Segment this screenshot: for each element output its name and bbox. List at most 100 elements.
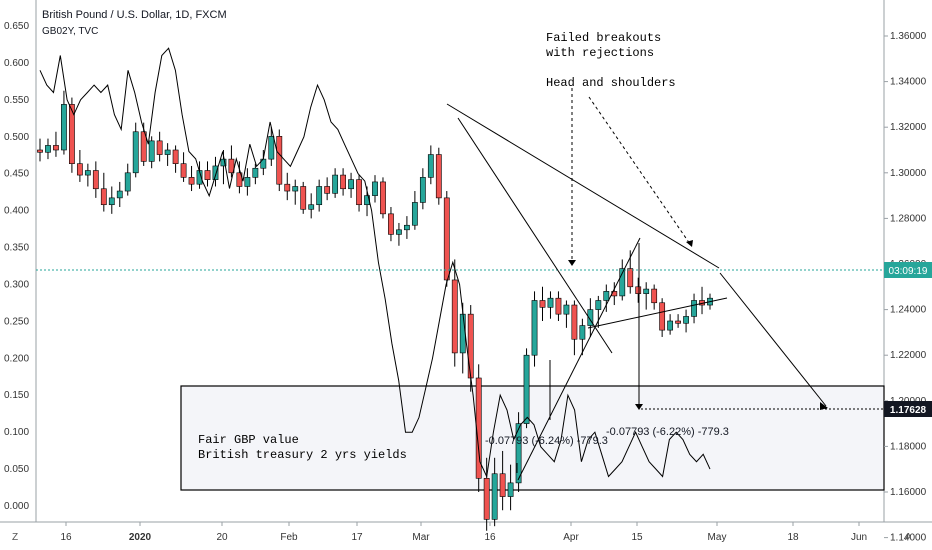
right-axis-tick-label: 1.16000 [890, 487, 927, 498]
candle-body [539, 300, 546, 308]
projection-line [719, 272, 827, 407]
top-note-line-2: with rejections [546, 46, 654, 60]
candle-body [404, 224, 410, 231]
candle-body [388, 213, 394, 235]
x-axis-tick-label: Feb [280, 532, 298, 543]
right-axis-auto-button[interactable]: A [905, 532, 912, 543]
x-axis-tick-label: 17 [351, 532, 363, 543]
candle-body [411, 202, 418, 226]
target-price-badge [884, 401, 932, 417]
x-axis-tick-label: Apr [563, 532, 579, 543]
trendline-descending-long [446, 103, 720, 269]
candle-body [180, 163, 187, 178]
candle-body [332, 174, 339, 194]
candle-body [451, 279, 458, 354]
support-line [587, 297, 728, 329]
candle-body [419, 177, 426, 203]
candle-body [555, 297, 562, 315]
box-note-line-1: Fair GBP value [198, 433, 299, 447]
left-axis-tick-label: 0.050 [4, 464, 29, 475]
top-note-line-4: Head and shoulders [546, 76, 676, 90]
candle-body [443, 197, 450, 281]
right-axis-tick-label: 1.22000 [890, 350, 927, 361]
target-price-badge-text: 1.17628 [890, 405, 927, 416]
candle-body [204, 170, 211, 180]
candle-body [37, 149, 43, 153]
fair-value-box [180, 385, 885, 491]
x-axis-tick-label: Jun [851, 532, 867, 543]
left-axis-tick-label: 0.450 [4, 169, 29, 180]
left-axis-tick-label: 0.400 [4, 206, 29, 217]
measure-label-1: -0.07793 (-6.24%) -779.3 [485, 435, 608, 447]
candle-body [268, 136, 275, 160]
candle-body [619, 268, 626, 297]
left-axis-tick-label: 0.300 [4, 279, 29, 290]
drawings [446, 88, 884, 481]
x-axis-tick-label: 20 [216, 532, 228, 543]
left-axis-tick-label: 0.650 [4, 21, 29, 32]
chart-subtitle: GB02Y, TVC [42, 26, 98, 37]
candle-body [659, 302, 666, 331]
x-axis-tick-label: 16 [484, 532, 496, 543]
x-axis-tick-label: 15 [631, 532, 643, 543]
left-axis-tick-label: 0.550 [4, 95, 29, 106]
dashed-arrow-right [588, 96, 691, 245]
candle-body [61, 104, 67, 151]
x-axis-tick-label: Mar [412, 532, 430, 543]
candle-body [563, 304, 570, 315]
candle-body [372, 181, 378, 196]
arrow-head-left [568, 260, 576, 266]
candle-body [515, 423, 522, 484]
left-axis-tick-label: 0.250 [4, 316, 29, 327]
candle-body [188, 177, 195, 185]
candle-body [435, 154, 442, 199]
candle-body [284, 183, 291, 192]
candle-body [76, 163, 83, 176]
candle-body [276, 136, 283, 185]
left-axis-tick-label: 0.500 [4, 132, 29, 143]
top-note-line-1: Failed breakouts [546, 31, 661, 45]
candle-body [324, 186, 331, 194]
candle-body [595, 300, 602, 310]
arrow-heads [568, 240, 828, 410]
candle-body [100, 188, 107, 206]
right-axis-tick-label: 1.32000 [890, 122, 927, 133]
candle-body [92, 170, 99, 190]
candle-body [675, 320, 681, 324]
candle-body [483, 478, 490, 520]
trendline-ascending [517, 237, 641, 481]
box-annotation: Fair GBP value British treasury 2 yrs yi… [198, 433, 407, 462]
candle-body [635, 286, 642, 294]
trendline-descending-steep [457, 117, 613, 354]
candle-body [643, 288, 650, 294]
yield-series-line [39, 47, 711, 479]
x-axis-tick-label: 18 [787, 532, 799, 543]
candle-body [467, 313, 474, 379]
right-axis-tick-label: 1.36000 [890, 31, 927, 42]
candle-body [667, 320, 674, 331]
right-axis-tick-label: 1.18000 [890, 441, 927, 452]
candle-body [627, 268, 634, 288]
candle-body [356, 179, 362, 206]
right-axis-tick-label: 1.28000 [890, 213, 927, 224]
left-axis-zoom-button[interactable]: Z [12, 532, 18, 543]
candle-body [396, 229, 402, 235]
candle-body [220, 158, 227, 167]
candle-body [84, 170, 91, 176]
candle-body [69, 104, 75, 164]
candle-body [116, 190, 123, 199]
chart-title: British Pound / U.S. Dollar, 1D, FXCM [42, 9, 227, 21]
candle-body [340, 174, 346, 190]
candle-body [308, 204, 315, 210]
x-axis-tick-label: 2020 [129, 532, 152, 543]
top-annotation: Failed breakouts with rejections Head an… [546, 31, 676, 90]
candle-body [292, 186, 299, 192]
candle-body [587, 309, 594, 326]
candle-body [683, 316, 689, 324]
measure-label-2: -0.07793 (-6.22%) -779.3 [606, 426, 729, 438]
candle-body [108, 197, 115, 206]
candle-body [156, 140, 163, 155]
right-axis-tick-label: 1.24000 [890, 305, 927, 316]
